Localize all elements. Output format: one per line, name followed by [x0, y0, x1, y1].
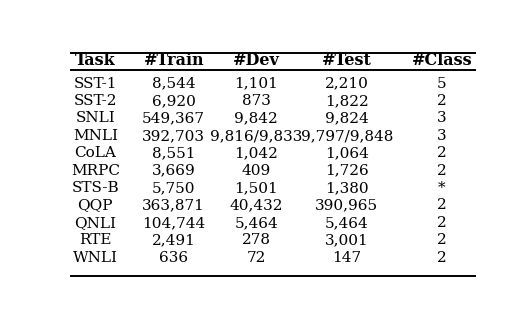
Text: 5,464: 5,464 — [325, 216, 369, 230]
Text: 3: 3 — [437, 111, 446, 125]
Text: 5: 5 — [437, 77, 446, 91]
Text: WNLI: WNLI — [73, 251, 118, 265]
Text: SST-1: SST-1 — [73, 77, 117, 91]
Text: #Dev: #Dev — [232, 52, 280, 69]
Text: 3,001: 3,001 — [325, 233, 369, 247]
Text: #Train: #Train — [144, 52, 204, 69]
Text: 2,210: 2,210 — [325, 77, 369, 91]
Text: 2: 2 — [437, 146, 446, 160]
Text: 5,464: 5,464 — [234, 216, 278, 230]
Text: #Test: #Test — [322, 52, 372, 69]
Text: 2: 2 — [437, 233, 446, 247]
Text: 873: 873 — [242, 94, 271, 108]
Text: 3: 3 — [437, 129, 446, 143]
Text: 1,380: 1,380 — [325, 181, 369, 195]
Text: 392,703: 392,703 — [142, 129, 205, 143]
Text: QQP: QQP — [78, 198, 113, 213]
Text: 3,669: 3,669 — [152, 164, 196, 178]
Text: 104,744: 104,744 — [142, 216, 205, 230]
Text: 1,042: 1,042 — [234, 146, 278, 160]
Text: 636: 636 — [159, 251, 188, 265]
Text: 2: 2 — [437, 198, 446, 213]
Text: 2: 2 — [437, 164, 446, 178]
Text: 363,871: 363,871 — [142, 198, 205, 213]
Text: 9,797/9,848: 9,797/9,848 — [301, 129, 393, 143]
Text: *: * — [438, 181, 445, 195]
Text: 9,842: 9,842 — [234, 111, 278, 125]
Text: 2: 2 — [437, 216, 446, 230]
Text: 8,551: 8,551 — [152, 146, 195, 160]
Text: 2: 2 — [437, 251, 446, 265]
Text: STS-B: STS-B — [71, 181, 119, 195]
Text: 1,726: 1,726 — [325, 164, 369, 178]
Text: 1,101: 1,101 — [234, 77, 278, 91]
Text: 390,965: 390,965 — [315, 198, 378, 213]
Text: 409: 409 — [242, 164, 271, 178]
Text: 1,501: 1,501 — [234, 181, 278, 195]
Text: 5,750: 5,750 — [152, 181, 195, 195]
Text: 9,824: 9,824 — [325, 111, 369, 125]
Text: 8,544: 8,544 — [152, 77, 196, 91]
Text: 72: 72 — [246, 251, 266, 265]
Text: Task: Task — [75, 52, 115, 69]
Text: RTE: RTE — [79, 233, 112, 247]
Text: 2,491: 2,491 — [152, 233, 196, 247]
Text: 6,920: 6,920 — [152, 94, 196, 108]
Text: 9,816/9,833: 9,816/9,833 — [210, 129, 302, 143]
Text: SNLI: SNLI — [76, 111, 115, 125]
Text: 1,822: 1,822 — [325, 94, 369, 108]
Text: 147: 147 — [332, 251, 361, 265]
Text: 278: 278 — [242, 233, 271, 247]
Text: 549,367: 549,367 — [142, 111, 205, 125]
Text: QNLI: QNLI — [74, 216, 117, 230]
Text: MRPC: MRPC — [71, 164, 120, 178]
Text: 2: 2 — [437, 94, 446, 108]
Text: 1,064: 1,064 — [325, 146, 369, 160]
Text: #Class: #Class — [411, 52, 472, 69]
Text: SST-2: SST-2 — [73, 94, 117, 108]
Text: CoLA: CoLA — [74, 146, 117, 160]
Text: 40,432: 40,432 — [229, 198, 283, 213]
Text: MNLI: MNLI — [73, 129, 118, 143]
